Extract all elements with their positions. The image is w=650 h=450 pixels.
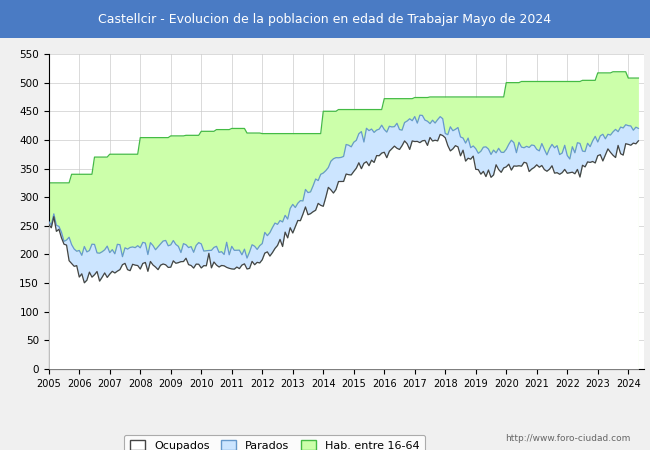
Text: Castellcir - Evolucion de la poblacion en edad de Trabajar Mayo de 2024: Castellcir - Evolucion de la poblacion e… <box>98 13 552 26</box>
Legend: Ocupados, Parados, Hab. entre 16-64: Ocupados, Parados, Hab. entre 16-64 <box>124 435 425 450</box>
Text: http://www.foro-ciudad.com: http://www.foro-ciudad.com <box>505 434 630 443</box>
